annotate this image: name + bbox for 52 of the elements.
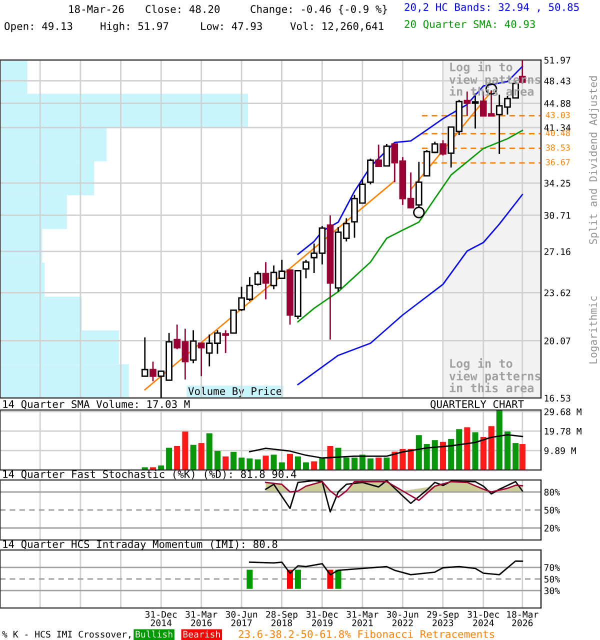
y-tick-label: 20%	[544, 524, 560, 532]
text: QUARTERLY CHART	[430, 400, 524, 410]
y-tick-label: 9.89 M	[544, 447, 576, 454]
text: Low: 47.93	[201, 22, 262, 30]
text: Bullish	[136, 630, 172, 638]
text: 14 Quarter SMA Volume: 17.03 M	[3, 400, 190, 410]
y-tick-label: 30%	[544, 587, 560, 594]
y-tick-label: 16.53	[544, 394, 570, 402]
x-tick-label: 30-Jun 2017	[226, 610, 258, 626]
y-tick-label: 34.25	[544, 180, 570, 187]
text: Logarithmic	[588, 296, 600, 364]
y-tick-label: 27.16	[544, 248, 570, 256]
y-tick-label: 41.34	[544, 124, 571, 132]
text: Open: 49.13	[4, 22, 72, 32]
y-tick-label: 23.62	[544, 289, 570, 296]
text: Log in to view patterns in this area	[449, 358, 540, 392]
x-tick-label: 31-Dec 2019	[306, 610, 338, 626]
y-tick-label: 29.68 M	[544, 408, 582, 416]
text: Vol: 12,260,641	[290, 22, 384, 32]
y-tick-label: 70%	[544, 564, 560, 571]
y-tick-label: 30.71	[544, 212, 570, 219]
y-tick-label: 51.97	[544, 56, 570, 64]
ref-line-label: 43.03	[546, 112, 570, 118]
y-tick-label: 50%	[544, 576, 560, 583]
ref-line-label: 36.67	[546, 159, 570, 166]
text: 20,2 HC Bands: 32.94 , 50.85	[404, 2, 579, 12]
text: High: 51.97	[100, 22, 168, 32]
x-tick-label: 31-Dec 2014	[145, 610, 177, 626]
text: 23.6-38.2-50-61.8% Fibonacci Retracements	[238, 630, 494, 638]
x-tick-label: 31-Mar 2016	[186, 610, 218, 626]
x-tick-label: 30-Jun 2022	[386, 610, 418, 626]
y-tick-label: 20.07	[544, 337, 570, 344]
y-tick-label: 44.88	[544, 100, 570, 107]
text: 20 Quarter SMA: 40.93	[404, 20, 535, 30]
ref-line-label: 38.53	[546, 144, 570, 151]
text: 18-Mar-26	[69, 5, 124, 14]
text: Change: -0.46 {-0.9 %}	[250, 4, 387, 16]
y-tick-label: 50%	[544, 506, 560, 514]
y-tick-label: 48.43	[544, 78, 570, 84]
x-tick-label: 18-Mar 2026	[507, 610, 538, 626]
chart-title: 14 Quarter Fast Stochastic (%K) (%D): 81.8 90.4	[3, 470, 296, 480]
y-tick-label: 80%	[544, 488, 560, 496]
ref-line-label: 40.48	[546, 130, 570, 136]
legend-title: % K - HCS IMI Crossover,	[2, 630, 130, 639]
y-tick-label: 19.78 M	[544, 428, 582, 435]
text: Bearish	[183, 630, 220, 638]
x-tick-label: 28-Sep 2018	[266, 610, 298, 626]
x-tick-label: 29-Sep 2023	[427, 610, 459, 626]
x-tick-label: 31-Mar 2021	[346, 610, 378, 626]
y-axis-title: Split and Dividend Adjusted	[588, 76, 600, 244]
text: Close: 48.20	[146, 4, 220, 14]
x-tick-label: 31-Dec 2024	[468, 610, 499, 626]
